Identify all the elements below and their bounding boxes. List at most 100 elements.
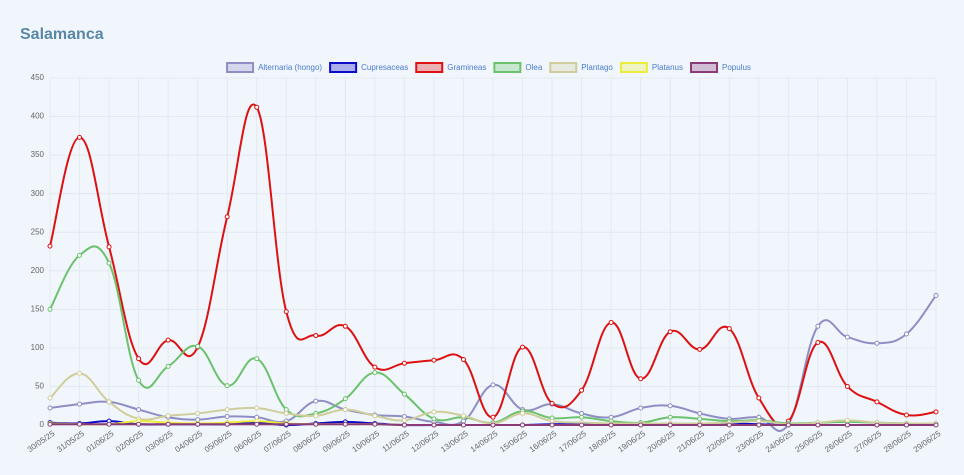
- legend-label: Platanus: [652, 63, 683, 72]
- point: [431, 416, 437, 422]
- point: [195, 343, 201, 349]
- point: [313, 333, 319, 339]
- y-tick-label: 150: [31, 304, 45, 313]
- point: [903, 412, 909, 418]
- point: [874, 422, 880, 428]
- point: [667, 422, 673, 428]
- point: [47, 306, 53, 312]
- point: [195, 421, 201, 427]
- y-tick-label: 50: [35, 382, 44, 391]
- x-tick-label: 25/06/25: [794, 429, 825, 455]
- point: [697, 346, 703, 352]
- point: [667, 414, 673, 420]
- point: [933, 422, 939, 428]
- point: [638, 405, 644, 411]
- point: [520, 410, 526, 416]
- point: [77, 401, 83, 407]
- x-tick-label: 17/06/25: [557, 429, 588, 455]
- point: [638, 422, 644, 428]
- point: [136, 421, 142, 427]
- x-tick-label: 26/06/25: [823, 429, 854, 455]
- point: [697, 410, 703, 416]
- legend-swatch: [329, 62, 358, 73]
- x-tick-label: 23/06/25: [734, 429, 765, 455]
- point: [372, 413, 378, 419]
- legend-label: Gramineas: [447, 63, 486, 72]
- point: [195, 410, 201, 416]
- point: [579, 422, 585, 428]
- x-tick-label: 08/06/25: [291, 429, 322, 455]
- point: [254, 405, 260, 411]
- y-tick-label: 350: [31, 150, 45, 159]
- point: [579, 414, 585, 420]
- x-tick-label: 12/06/25: [410, 429, 441, 455]
- legend-swatch: [415, 62, 444, 73]
- point: [224, 414, 230, 420]
- point: [933, 292, 939, 298]
- legend-label: Alternaria (hongo): [258, 63, 322, 72]
- point: [903, 331, 909, 337]
- legend-label: Populus: [722, 63, 751, 72]
- x-tick-label: 28/06/25: [882, 429, 913, 455]
- point: [254, 421, 260, 427]
- point: [372, 370, 378, 376]
- x-tick-label: 04/06/25: [173, 429, 204, 455]
- point: [77, 252, 83, 258]
- point: [283, 421, 289, 427]
- point: [136, 407, 142, 413]
- point: [342, 323, 348, 329]
- legend-swatch: [226, 62, 255, 73]
- point: [106, 244, 112, 250]
- point: [726, 422, 732, 428]
- point: [815, 422, 821, 428]
- x-tick-label: 21/06/25: [675, 429, 706, 455]
- point: [47, 395, 53, 401]
- legend-swatch: [549, 62, 578, 73]
- x-tick-label: 07/06/25: [262, 429, 293, 455]
- point: [785, 422, 791, 428]
- point: [372, 421, 378, 427]
- point: [903, 422, 909, 428]
- x-tick-label: 16/06/25: [528, 429, 559, 455]
- x-tick-label: 19/06/25: [616, 429, 647, 455]
- legend-label: Olea: [525, 63, 542, 72]
- point: [136, 377, 142, 383]
- point: [313, 398, 319, 404]
- point: [815, 339, 821, 345]
- point: [933, 409, 939, 415]
- point: [667, 403, 673, 409]
- x-tick-label: 11/06/25: [381, 429, 412, 454]
- point: [47, 243, 53, 249]
- x-tick-label: 31/05/25: [55, 429, 86, 455]
- point: [283, 410, 289, 416]
- x-tick-label: 22/06/25: [705, 429, 736, 455]
- point: [401, 417, 407, 423]
- x-tick-label: 03/06/25: [144, 429, 175, 455]
- point: [106, 399, 112, 405]
- point: [608, 422, 614, 428]
- point: [342, 407, 348, 413]
- chart-title: Salamanca: [20, 26, 104, 43]
- point: [224, 383, 230, 389]
- point: [165, 337, 171, 343]
- point: [283, 309, 289, 315]
- point: [401, 360, 407, 366]
- point: [431, 422, 437, 428]
- point: [815, 323, 821, 329]
- point: [165, 421, 171, 427]
- point: [874, 340, 880, 346]
- point: [224, 214, 230, 220]
- x-tick-label: 30/05/25: [26, 429, 57, 455]
- x-tick-label: 02/06/25: [114, 429, 145, 455]
- point: [254, 356, 260, 362]
- legend-label: Plantago: [581, 63, 613, 72]
- point: [165, 363, 171, 369]
- point: [460, 356, 466, 362]
- legend-swatch: [619, 62, 648, 73]
- point: [844, 383, 850, 389]
- point: [224, 407, 230, 413]
- x-tick-label: 05/06/25: [203, 429, 234, 455]
- point: [490, 422, 496, 428]
- point: [431, 357, 437, 363]
